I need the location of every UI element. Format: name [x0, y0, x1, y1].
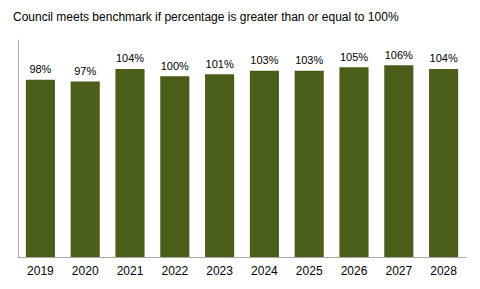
svg-text:104%: 104% [116, 52, 144, 64]
svg-text:2022: 2022 [161, 264, 188, 278]
svg-text:2026: 2026 [341, 264, 368, 278]
svg-text:2019: 2019 [27, 264, 54, 278]
svg-text:97%: 97% [74, 65, 96, 77]
svg-text:101%: 101% [206, 58, 234, 70]
svg-text:2021: 2021 [117, 264, 144, 278]
svg-text:2025: 2025 [296, 264, 323, 278]
svg-text:2027: 2027 [385, 264, 412, 278]
svg-text:106%: 106% [385, 49, 413, 61]
svg-text:98%: 98% [29, 63, 51, 75]
svg-text:103%: 103% [250, 54, 278, 66]
svg-text:100%: 100% [161, 60, 189, 72]
svg-text:103%: 103% [295, 54, 323, 66]
svg-text:2023: 2023 [206, 264, 233, 278]
svg-text:2024: 2024 [251, 264, 278, 278]
svg-text:2028: 2028 [430, 264, 457, 278]
svg-text:Council meets benchmark if per: Council meets benchmark if percentage is… [13, 10, 399, 24]
svg-text:105%: 105% [340, 51, 368, 63]
svg-text:2020: 2020 [72, 264, 99, 278]
svg-text:104%: 104% [430, 52, 458, 64]
